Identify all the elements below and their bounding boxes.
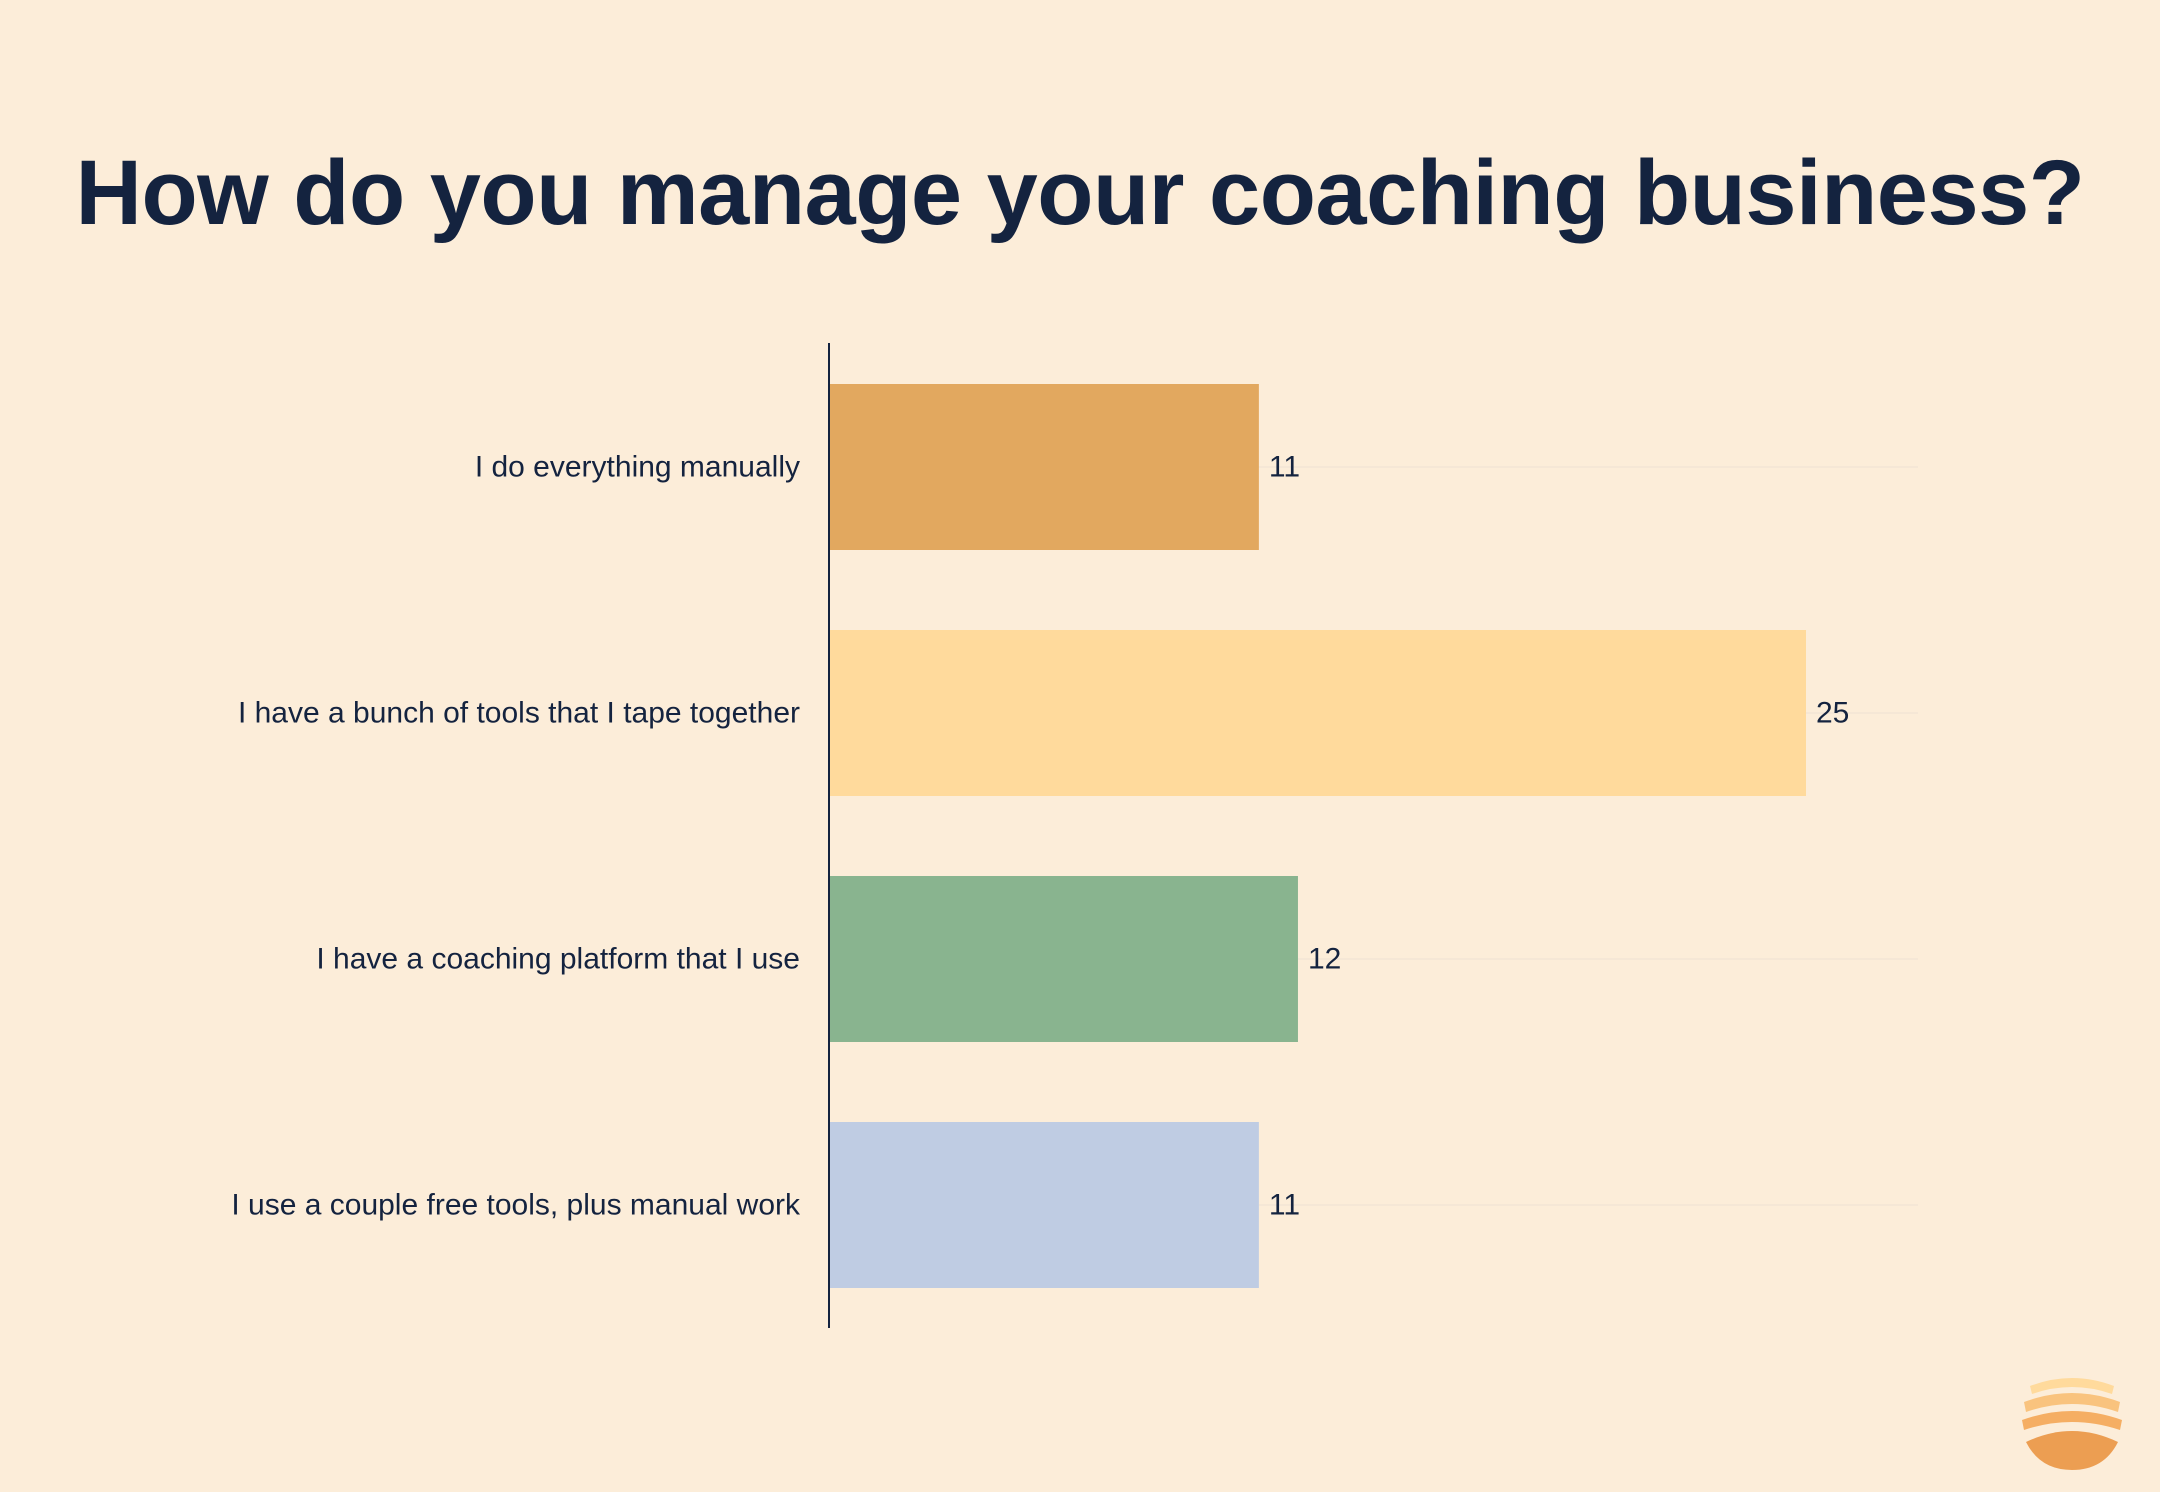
value-label: 12 <box>1308 943 1341 976</box>
logo-sun-base <box>2026 1431 2118 1470</box>
chart-title: How do you manage your coaching business… <box>75 142 2085 244</box>
logo-wave-1 <box>2030 1378 2114 1394</box>
bar <box>829 384 1259 550</box>
logo-wave-3 <box>2022 1411 2122 1430</box>
bar <box>829 876 1298 1042</box>
sun-waves-logo-icon <box>2022 1378 2122 1470</box>
category-labels: I do everything manually I have a bunch o… <box>231 451 801 1222</box>
bar <box>829 1122 1259 1288</box>
logo-wave-2 <box>2024 1393 2120 1412</box>
value-label: 11 <box>1269 1189 1300 1222</box>
gridlines <box>829 466 1918 1206</box>
bars <box>829 384 1806 1288</box>
category-label: I use a couple free tools, plus manual w… <box>231 1189 801 1222</box>
bar <box>829 630 1806 796</box>
category-label: I do everything manually <box>475 451 800 484</box>
value-label: 11 <box>1269 451 1300 484</box>
category-label: I have a bunch of tools that I tape toge… <box>238 697 800 730</box>
value-labels: 11 25 12 11 <box>1269 451 1849 1222</box>
value-label: 25 <box>1816 697 1849 730</box>
category-label: I have a coaching platform that I use <box>316 943 800 976</box>
